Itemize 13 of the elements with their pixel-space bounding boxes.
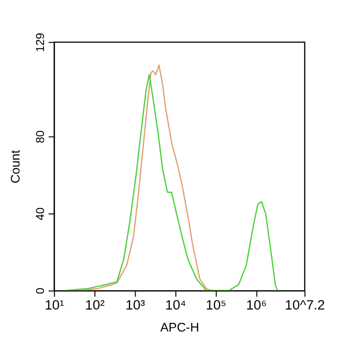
y-tick-label: 129 [34, 32, 47, 52]
y-tick-label: 80 [34, 130, 47, 144]
y-axis-title: Count [8, 149, 23, 184]
x-tick-label: 10⁶ [246, 297, 267, 312]
x-tick-label: 10⁴ [165, 297, 186, 312]
x-tick-label: 10⁵ [206, 297, 226, 312]
x-tick-label: 10³ [125, 297, 146, 312]
x-axis-title: APC-H [160, 320, 200, 334]
y-tick-label: 40 [34, 207, 47, 220]
y-tick-label: 0 [34, 288, 47, 294]
x-tick-label: 10^7.2 [284, 297, 325, 312]
x-tick-label: 10¹ [44, 297, 65, 312]
x-tick-label: 10² [85, 297, 106, 312]
